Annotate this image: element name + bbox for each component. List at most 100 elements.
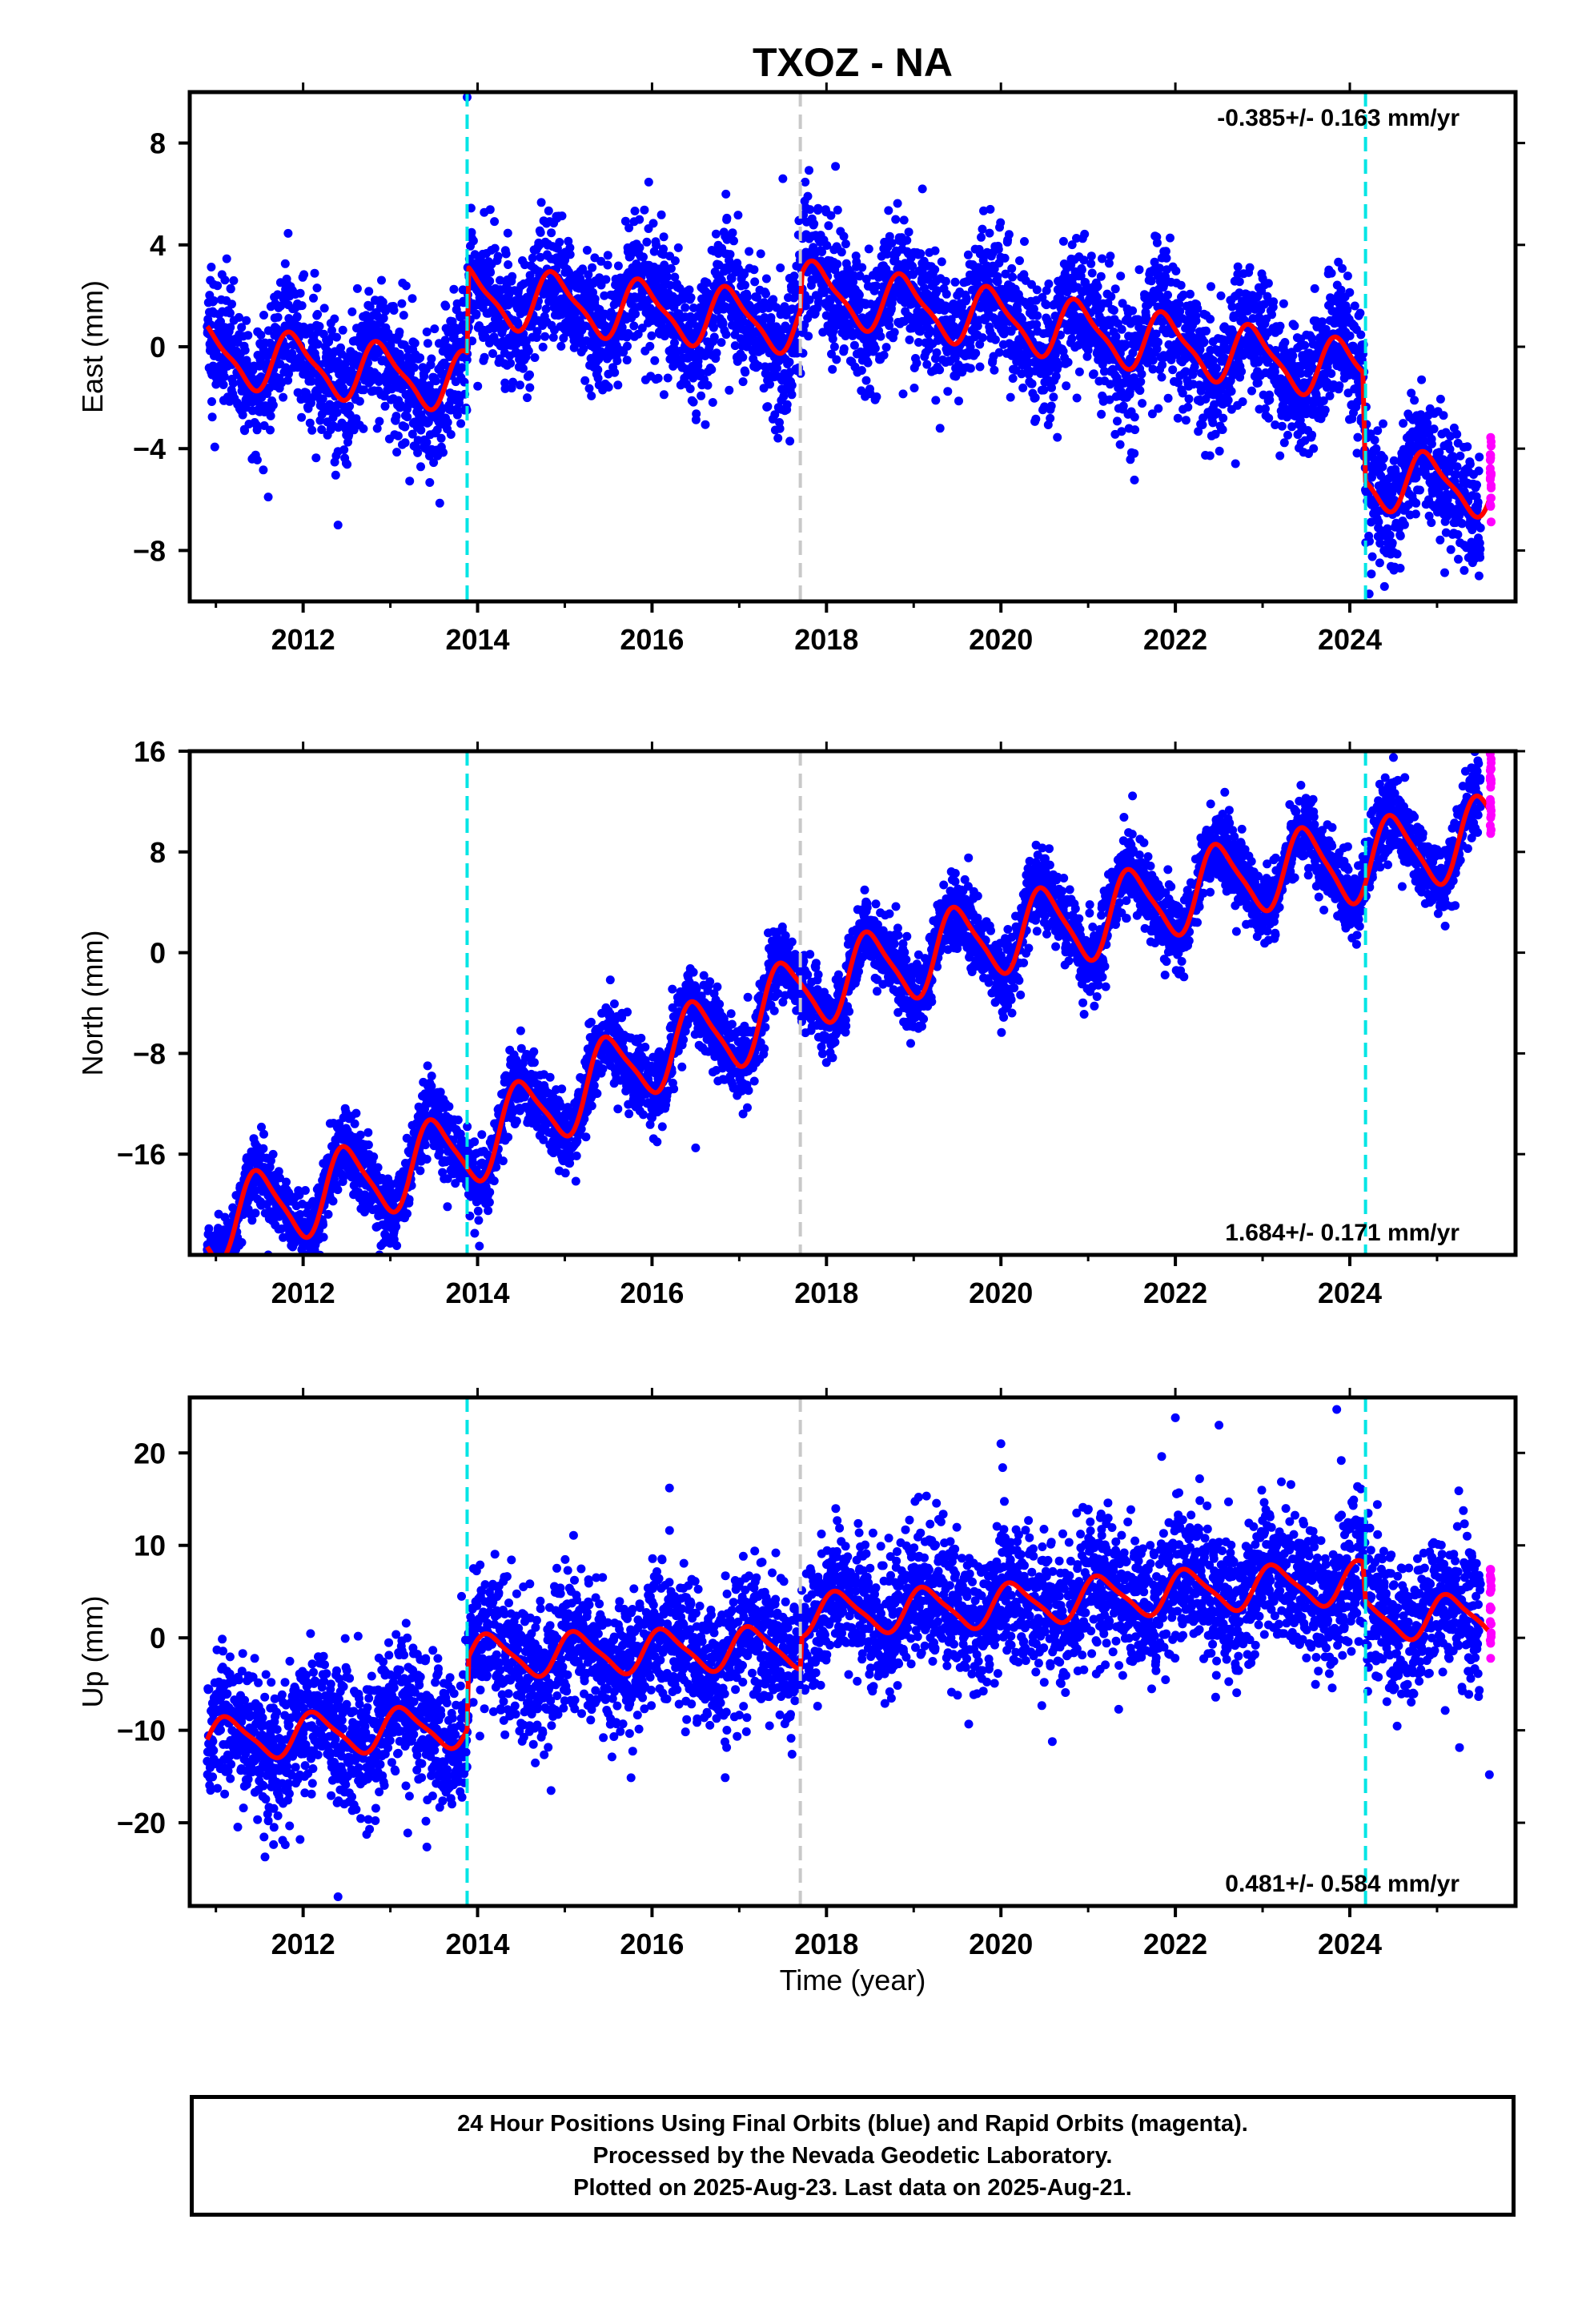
data-point: [1207, 282, 1215, 292]
data-point: [345, 401, 355, 411]
data-point: [603, 251, 612, 260]
data-point: [635, 215, 644, 224]
data-point: [338, 325, 347, 335]
data-point: [307, 376, 316, 386]
data-point: [408, 294, 417, 304]
data-point: [640, 205, 649, 215]
data-point: [488, 349, 497, 358]
data-point: [1345, 287, 1355, 297]
data-point: [1395, 564, 1405, 573]
data-point: [650, 356, 660, 365]
data-point: [1134, 265, 1144, 275]
data-point: [256, 372, 266, 381]
data-point: [725, 385, 734, 395]
data-point: [252, 425, 262, 435]
data-point: [1130, 425, 1140, 435]
data-point: [1465, 460, 1475, 469]
data-point: [1186, 289, 1195, 299]
data-point: [1202, 326, 1211, 336]
data-point: [243, 331, 253, 340]
data-point: [749, 265, 759, 275]
data-point: [466, 203, 476, 213]
data-point: [828, 364, 837, 374]
data-point: [1087, 268, 1097, 278]
data-point: [405, 476, 415, 486]
data-point: [259, 465, 268, 475]
east-final-orbit-points: [203, 92, 1485, 599]
data-point: [209, 296, 219, 305]
data-point: [942, 289, 951, 299]
data-point: [685, 384, 695, 393]
data-point: [1216, 291, 1226, 300]
data-point: [899, 215, 909, 225]
data-point: [721, 330, 731, 340]
data-point: [331, 470, 340, 480]
data-point: [410, 339, 420, 348]
data-point: [416, 425, 426, 435]
data-point: [389, 306, 399, 315]
data-point: [401, 281, 411, 291]
data-point: [1374, 517, 1383, 527]
data-point: [449, 284, 459, 294]
data-point: [1300, 340, 1310, 350]
data-point: [1219, 413, 1228, 423]
data-point: [1130, 412, 1139, 422]
data-point: [647, 331, 656, 340]
data-point: [409, 363, 419, 372]
data-point: [393, 431, 403, 440]
data-point: [523, 393, 532, 403]
data-point: [413, 448, 423, 457]
data-point: [268, 400, 278, 410]
data-point: [436, 433, 446, 443]
data-point: [935, 365, 945, 375]
data-point: [1452, 429, 1462, 439]
data-point: [372, 424, 382, 433]
east-plot-area: [203, 92, 1496, 599]
data-point: [708, 398, 717, 407]
data-point: [279, 392, 288, 402]
data-point: [284, 369, 293, 379]
data-point: [990, 365, 999, 375]
data-point: [226, 323, 235, 332]
data-point: [1392, 549, 1402, 559]
data-point: [689, 397, 698, 407]
data-point: [1130, 475, 1139, 485]
data-point: [496, 275, 504, 285]
data-point: [857, 263, 867, 272]
data-point: [267, 340, 277, 350]
data-point: [775, 424, 785, 433]
data-point: [1148, 356, 1158, 365]
data-point: [1077, 265, 1086, 275]
data-point: [659, 390, 669, 400]
data-point: [429, 458, 439, 468]
data-point: [508, 271, 517, 281]
data-point: [612, 356, 622, 365]
data-point: [287, 348, 297, 358]
data-point: [305, 418, 315, 428]
data-point: [1473, 497, 1483, 507]
data-point: [240, 345, 250, 355]
data-point: [1343, 271, 1352, 281]
data-point: [1046, 401, 1056, 411]
data-point: [681, 303, 690, 312]
data-point: [773, 433, 783, 443]
data-point: [1288, 351, 1298, 360]
data-point: [1474, 466, 1484, 476]
data-point: [1269, 297, 1279, 307]
data-point: [610, 368, 620, 377]
east-panel: 2012 2014 2016 2018 2020 2022 2024−8−4048East …: [76, 82, 1525, 656]
data-point: [805, 166, 813, 175]
data-point: [548, 332, 558, 342]
data-point: [954, 396, 963, 406]
data-point: [1343, 305, 1352, 315]
data-point: [670, 338, 679, 348]
data-point: [1015, 256, 1024, 265]
data-point: [1106, 292, 1116, 301]
data-point: [228, 379, 238, 388]
data-point: [635, 243, 644, 252]
data-point: [252, 455, 262, 464]
data-point: [400, 422, 410, 432]
data-point: [1456, 451, 1465, 460]
data-point: [222, 254, 231, 263]
data-point: [381, 306, 391, 316]
